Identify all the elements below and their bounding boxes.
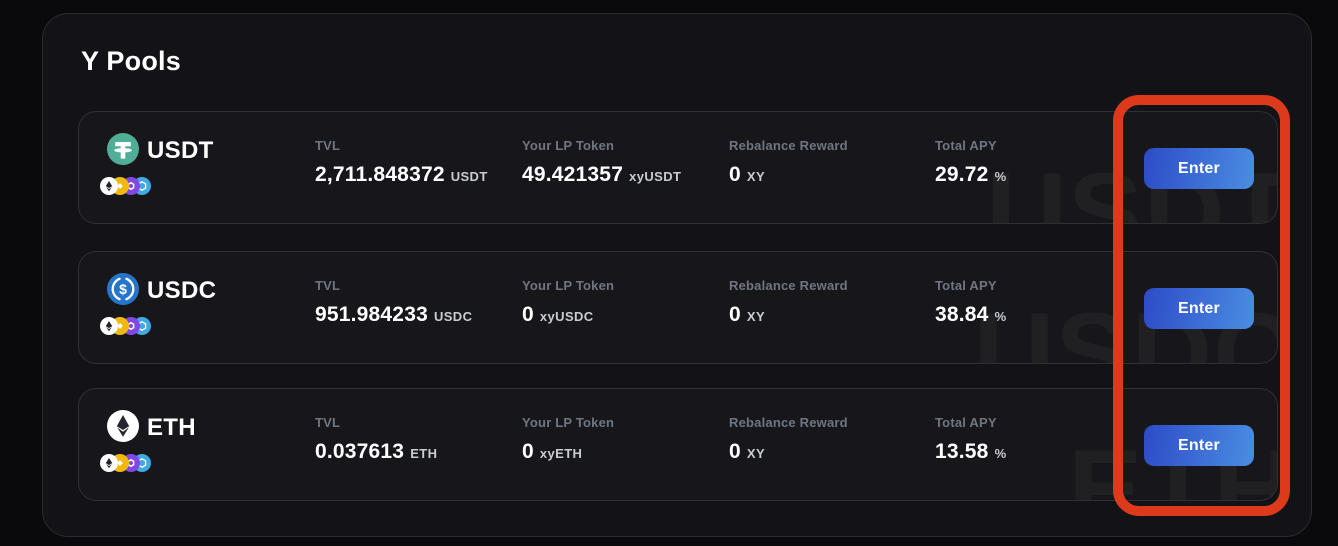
enter-button-eth[interactable]: Enter [1144, 425, 1254, 466]
ethereum-chain-icon [100, 454, 118, 472]
tether-token-icon [107, 133, 139, 165]
enter-button-usdt[interactable]: Enter [1144, 148, 1254, 189]
pool-row-usdt: USDT USDT TVL 2,711.848372 [78, 111, 1278, 224]
total-apy-unit: % [994, 309, 1007, 324]
total-apy-unit: % [994, 446, 1007, 461]
rebalance-reward-stat: Rebalance Reward 0 XY [729, 278, 848, 327]
tvl-value: 951.984233 [315, 303, 428, 326]
total-apy-label: Total APY [935, 278, 997, 293]
ethereum-token-icon [107, 410, 139, 442]
tvl-stat: TVL 951.984233 USDC [315, 278, 472, 327]
usdc-token-icon: $ [107, 273, 139, 305]
total-apy-unit: % [994, 169, 1007, 184]
rebalance-reward-value: 0 [729, 303, 741, 326]
lp-token-unit: xyUSDT [629, 169, 682, 184]
tvl-value: 2,711.848372 [315, 163, 445, 186]
pools-panel: Y Pools USDT USDT TVL [42, 13, 1312, 537]
total-apy-stat: Total APY 38.84 % [935, 278, 1007, 327]
ethereum-chain-icon [100, 177, 118, 195]
lp-token-stat: Your LP Token 0 xyETH [522, 415, 614, 464]
pool-row-usdc: USDC $ USDC TVL [78, 251, 1278, 364]
total-apy-value: 13.58 [935, 440, 989, 463]
chain-icon-cluster [100, 177, 152, 195]
pool-token-name: ETH [147, 414, 196, 441]
rebalance-reward-label: Rebalance Reward [729, 415, 848, 430]
lp-token-value: 0 [522, 440, 534, 463]
rebalance-reward-value: 0 [729, 440, 741, 463]
total-apy-value: 38.84 [935, 303, 989, 326]
rebalance-reward-stat: Rebalance Reward 0 XY [729, 415, 848, 464]
lp-token-value: 0 [522, 303, 534, 326]
tvl-label: TVL [315, 278, 341, 293]
enter-button-usdc[interactable]: Enter [1144, 288, 1254, 329]
rebalance-reward-stat: Rebalance Reward 0 XY [729, 138, 848, 187]
tvl-unit: ETH [410, 446, 438, 461]
ethereum-chain-icon [100, 317, 118, 335]
total-apy-value: 29.72 [935, 163, 989, 186]
tvl-unit: USDC [433, 309, 473, 324]
lp-token-label: Your LP Token [522, 138, 615, 153]
rebalance-reward-label: Rebalance Reward [729, 278, 848, 293]
pool-token-name: USDT [147, 137, 214, 164]
svg-text:$: $ [119, 281, 127, 297]
rebalance-reward-value: 0 [729, 163, 741, 186]
lp-token-unit: xyETH [539, 446, 583, 461]
tvl-value: 0.037613 [315, 440, 405, 463]
total-apy-stat: Total APY 29.72 % [935, 138, 1007, 187]
rebalance-reward-unit: XY [746, 169, 766, 184]
lp-token-unit: xyUSDC [539, 309, 594, 324]
tvl-unit: USDT [450, 169, 488, 184]
lp-token-value: 49.421357 [522, 163, 624, 186]
lp-token-stat: Your LP Token 0 xyUSDC [522, 278, 614, 327]
pool-row-eth: ETH ETH TVL 0.037 [78, 388, 1278, 501]
chain-icon-cluster [100, 317, 152, 335]
total-apy-label: Total APY [935, 138, 997, 153]
rebalance-reward-unit: XY [746, 309, 766, 324]
tvl-stat: TVL 2,711.848372 USDT [315, 138, 488, 187]
lp-token-label: Your LP Token [522, 415, 615, 430]
lp-token-label: Your LP Token [522, 278, 615, 293]
tvl-stat: TVL 0.037613 ETH [315, 415, 437, 464]
rebalance-reward-unit: XY [746, 446, 766, 461]
total-apy-stat: Total APY 13.58 % [935, 415, 1007, 464]
tvl-label: TVL [315, 415, 341, 430]
tvl-label: TVL [315, 138, 341, 153]
total-apy-label: Total APY [935, 415, 997, 430]
pool-token-name: USDC [147, 277, 217, 304]
chain-icon-cluster [100, 454, 152, 472]
lp-token-stat: Your LP Token 49.421357 xyUSDT [522, 138, 681, 187]
page-title: Y Pools [81, 46, 181, 76]
rebalance-reward-label: Rebalance Reward [729, 138, 848, 153]
